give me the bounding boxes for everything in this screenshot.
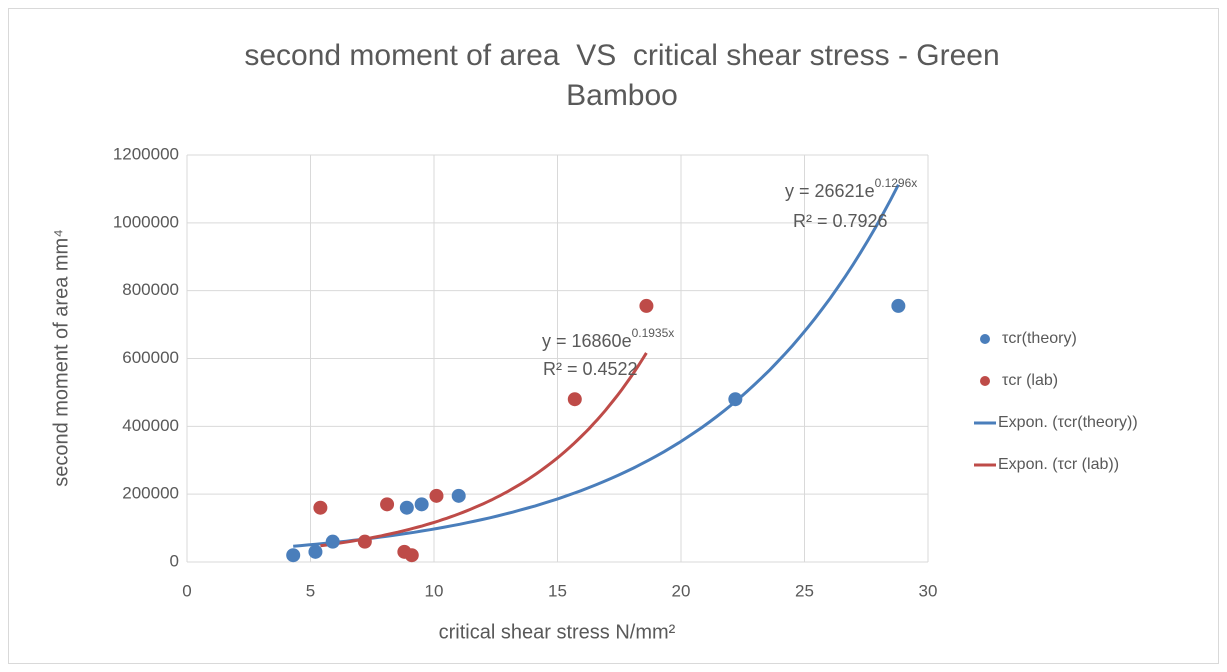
trendline-equation: y = 16860e0.1935x <box>542 326 674 351</box>
trendline-r2: R² = 0.7926 <box>793 211 888 231</box>
data-point <box>451 488 466 503</box>
chart-title: second moment of area VS critical shear … <box>244 39 999 72</box>
x-tick-label: 25 <box>795 581 814 600</box>
data-point <box>399 500 414 515</box>
data-point <box>429 488 444 503</box>
x-axis-label: critical shear stress N/mm² <box>439 621 676 643</box>
x-tick-label: 10 <box>425 581 444 600</box>
legend-marker <box>980 376 990 386</box>
data-point <box>891 298 906 313</box>
data-point <box>286 548 301 563</box>
x-tick-label: 20 <box>672 581 691 600</box>
legend-label: τcr (lab) <box>1002 372 1058 389</box>
y-tick-label: 1000000 <box>113 212 179 231</box>
trendline <box>320 352 648 548</box>
legend-label: τcr(theory) <box>1002 330 1077 347</box>
trendline-r2: R² = 0.4522 <box>543 359 638 379</box>
legend-label: Expon. (τcr (lab)) <box>998 456 1119 473</box>
x-tick-label: 0 <box>182 581 191 600</box>
y-tick-label: 800000 <box>122 280 179 299</box>
y-tick-label: 600000 <box>122 348 179 367</box>
data-point <box>414 497 429 512</box>
chart-title: Bamboo <box>566 79 678 112</box>
x-tick-label: 15 <box>548 581 567 600</box>
y-tick-label: 0 <box>170 551 179 570</box>
y-tick-label: 400000 <box>122 416 179 435</box>
y-tick-label: 200000 <box>122 484 179 503</box>
data-point <box>404 548 419 563</box>
trendline <box>293 184 900 548</box>
equation-base: y = 16860e <box>542 331 632 351</box>
data-point <box>639 298 654 313</box>
legend-marker <box>980 334 990 344</box>
x-tick-label: 5 <box>306 581 315 600</box>
equation-base: y = 26621e <box>785 181 875 201</box>
chart-border <box>8 8 1219 664</box>
data-point <box>325 534 340 549</box>
data-point <box>567 392 582 407</box>
equation-exponent: 0.1935x <box>632 326 675 340</box>
legend-label: Expon. (τcr(theory)) <box>998 414 1138 431</box>
data-point <box>728 392 743 407</box>
x-tick-label: 30 <box>919 581 938 600</box>
y-axis-label: second moment of area mm⁴ <box>50 229 72 487</box>
data-point <box>380 497 395 512</box>
data-point <box>357 534 372 549</box>
equation-exponent: 0.1296x <box>875 176 918 190</box>
trendline-equation: y = 26621e0.1296x <box>785 176 917 201</box>
data-point <box>313 500 328 515</box>
y-tick-label: 1200000 <box>113 144 179 163</box>
data-point <box>308 544 323 559</box>
